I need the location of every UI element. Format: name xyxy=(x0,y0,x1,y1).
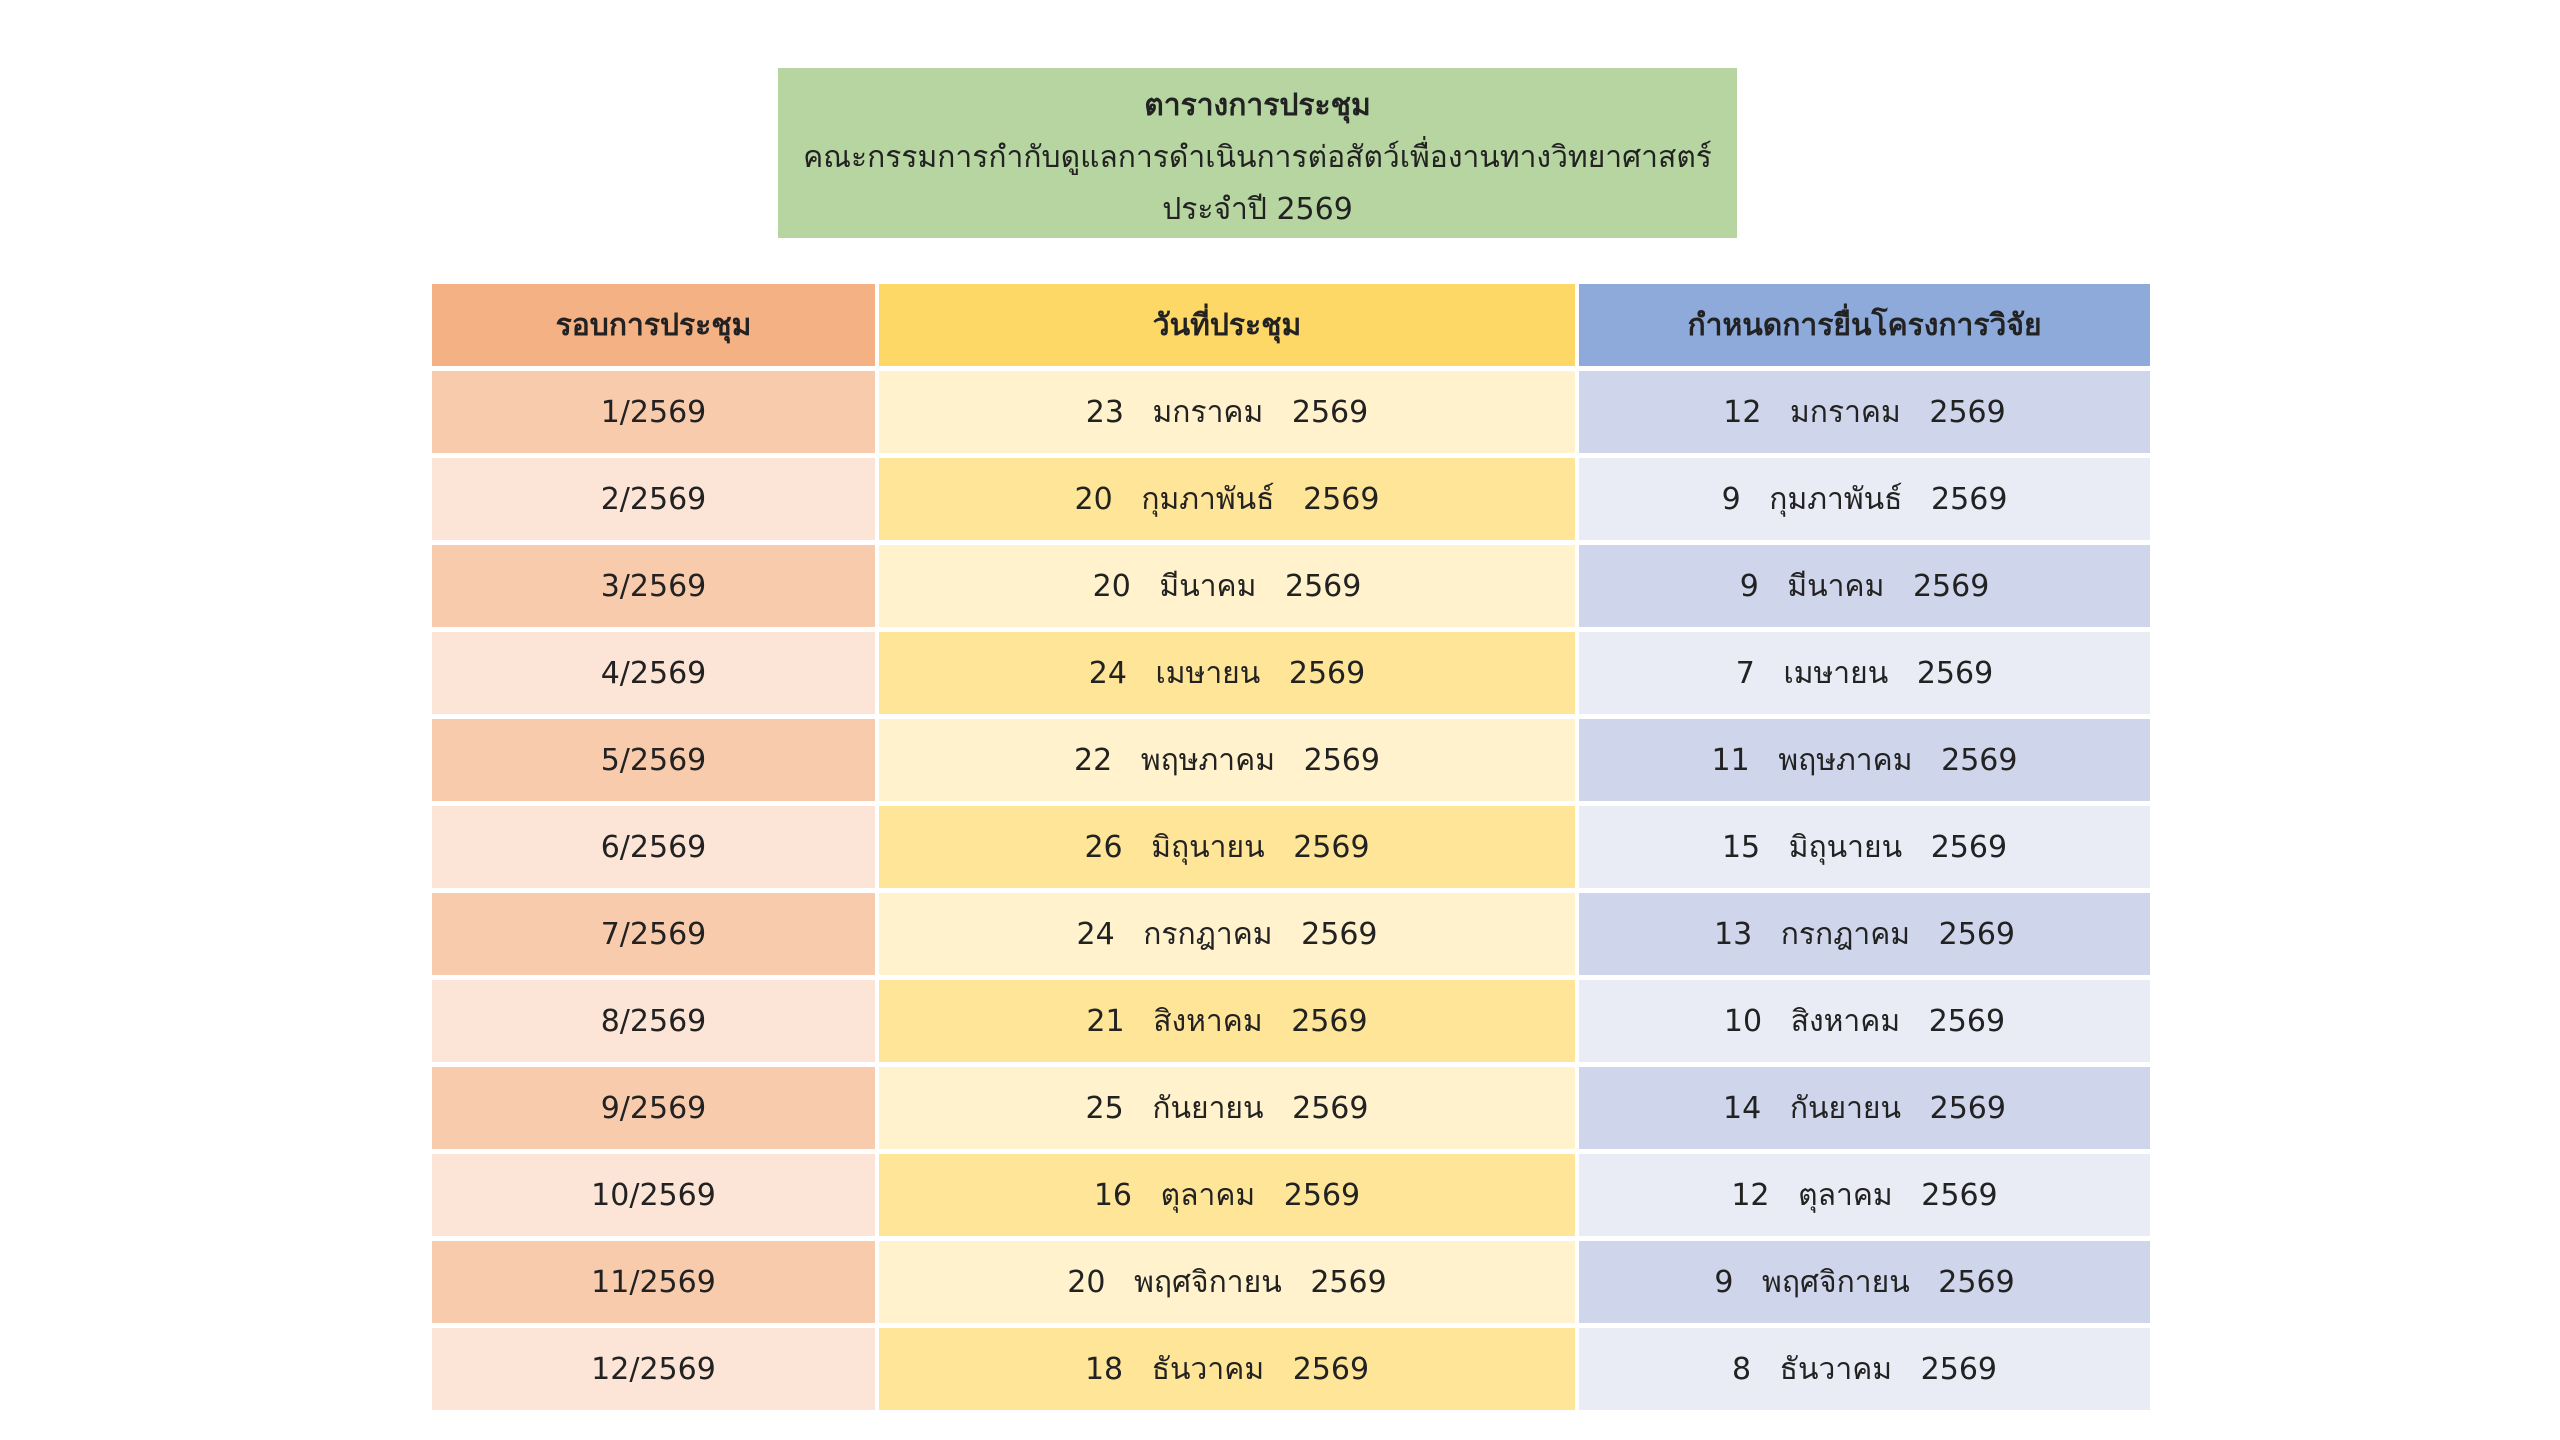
table-row: 1/2569 23 มกราคม 2569 12 มกราคม 2569 xyxy=(432,371,2150,453)
table-row: 6/2569 26 มิถุนายน 2569 15 มิถุนายน 2569 xyxy=(432,806,2150,888)
submission-deadline-cell: 12 ตุลาคม 2569 xyxy=(1579,1154,2150,1236)
submission-deadline-cell: 7 เมษายน 2569 xyxy=(1579,632,2150,714)
meeting-round-cell: 1/2569 xyxy=(432,371,875,453)
submission-deadline-cell: 8 ธันวาคม 2569 xyxy=(1579,1328,2150,1410)
submission-deadline-cell: 15 มิถุนายน 2569 xyxy=(1579,806,2150,888)
table-row: 2/2569 20 กุมภาพันธ์ 2569 9 กุมภาพันธ์ 256… xyxy=(432,458,2150,540)
schedule-title: ตารางการประชุม xyxy=(1144,88,1371,123)
meeting-date-cell: 20 มีนาคม 2569 xyxy=(879,545,1575,627)
table-row: 8/2569 21 สิงหาคม 2569 10 สิงหาคม 2569 xyxy=(432,980,2150,1062)
meeting-round-cell: 2/2569 xyxy=(432,458,875,540)
meeting-round-cell: 8/2569 xyxy=(432,980,875,1062)
submission-deadline-cell: 9 กุมภาพันธ์ 2569 xyxy=(1579,458,2150,540)
schedule-year: ประจำปี 2569 xyxy=(1162,192,1353,227)
meeting-date-cell: 24 กรกฎาคม 2569 xyxy=(879,893,1575,975)
submission-deadline-cell: 10 สิงหาคม 2569 xyxy=(1579,980,2150,1062)
table-row: 9/2569 25 กันยายน 2569 14 กันยายน 2569 xyxy=(432,1067,2150,1149)
meeting-date-cell: 24 เมษายน 2569 xyxy=(879,632,1575,714)
table-row: 5/2569 22 พฤษภาคม 2569 11 พฤษภาคม 2569 xyxy=(432,719,2150,801)
submission-deadline-cell: 14 กันยายน 2569 xyxy=(1579,1067,2150,1149)
table-row: 12/2569 18 ธันวาคม 2569 8 ธันวาคม 2569 xyxy=(432,1328,2150,1410)
meeting-round-cell: 10/2569 xyxy=(432,1154,875,1236)
table-row: 10/2569 16 ตุลาคม 2569 12 ตุลาคม 2569 xyxy=(432,1154,2150,1236)
meeting-round-cell: 9/2569 xyxy=(432,1067,875,1149)
meeting-date-cell: 18 ธันวาคม 2569 xyxy=(879,1328,1575,1410)
meeting-round-cell: 12/2569 xyxy=(432,1328,875,1410)
meeting-date-cell: 25 กันยายน 2569 xyxy=(879,1067,1575,1149)
meeting-round-cell: 3/2569 xyxy=(432,545,875,627)
table-row: 7/2569 24 กรกฎาคม 2569 13 กรกฎาคม 2569 xyxy=(432,893,2150,975)
header-meeting-date: วันที่ประชุม xyxy=(879,284,1575,366)
meeting-round-cell: 4/2569 xyxy=(432,632,875,714)
meeting-date-cell: 20 กุมภาพันธ์ 2569 xyxy=(879,458,1575,540)
meeting-date-cell: 20 พฤศจิกายน 2569 xyxy=(879,1241,1575,1323)
submission-deadline-cell: 9 มีนาคม 2569 xyxy=(1579,545,2150,627)
meeting-round-cell: 6/2569 xyxy=(432,806,875,888)
header-meeting-round: รอบการประชุม xyxy=(432,284,875,366)
meeting-date-cell: 23 มกราคม 2569 xyxy=(879,371,1575,453)
title-box: ตารางการประชุม คณะกรรมการกำกับดูแลการดำเ… xyxy=(778,68,1737,238)
meeting-round-cell: 7/2569 xyxy=(432,893,875,975)
header-submission-deadline: กำหนดการยื่นโครงการวิจัย xyxy=(1579,284,2150,366)
table-row: 11/2569 20 พฤศจิกายน 2569 9 พฤศจิกายน 2569 xyxy=(432,1241,2150,1323)
meeting-schedule-table: รอบการประชุม วันที่ประชุม กำหนดการยื่นโค… xyxy=(428,279,2154,1415)
table-row: 3/2569 20 มีนาคม 2569 9 มีนาคม 2569 xyxy=(432,545,2150,627)
submission-deadline-cell: 11 พฤษภาคม 2569 xyxy=(1579,719,2150,801)
committee-name: คณะกรรมการกำกับดูแลการดำเนินการต่อสัตว์เ… xyxy=(803,140,1712,175)
submission-deadline-cell: 12 มกราคม 2569 xyxy=(1579,371,2150,453)
meeting-round-cell: 5/2569 xyxy=(432,719,875,801)
meeting-round-cell: 11/2569 xyxy=(432,1241,875,1323)
table-row: 4/2569 24 เมษายน 2569 7 เมษายน 2569 xyxy=(432,632,2150,714)
meeting-date-cell: 26 มิถุนายน 2569 xyxy=(879,806,1575,888)
submission-deadline-cell: 13 กรกฎาคม 2569 xyxy=(1579,893,2150,975)
submission-deadline-cell: 9 พฤศจิกายน 2569 xyxy=(1579,1241,2150,1323)
table-header-row: รอบการประชุม วันที่ประชุม กำหนดการยื่นโค… xyxy=(432,284,2150,366)
meeting-date-cell: 21 สิงหาคม 2569 xyxy=(879,980,1575,1062)
meeting-date-cell: 16 ตุลาคม 2569 xyxy=(879,1154,1575,1236)
meeting-date-cell: 22 พฤษภาคม 2569 xyxy=(879,719,1575,801)
